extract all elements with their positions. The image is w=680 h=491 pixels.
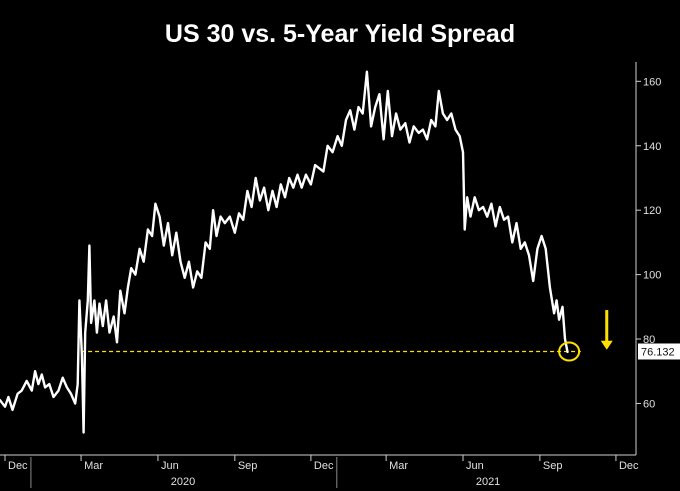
x-tick-label: Mar — [389, 460, 408, 472]
y-tick-label: 140 — [643, 141, 661, 153]
chart-title: US 30 vs. 5-Year Yield Spread — [165, 20, 515, 48]
x-tick-label: Dec — [314, 460, 334, 472]
last-value-box — [638, 343, 680, 360]
y-tick-label: 80 — [643, 334, 655, 346]
y-tick-label: 160 — [643, 76, 661, 88]
series-layer — [0, 70, 569, 434]
down-arrow-head — [600, 340, 613, 350]
annotation-layer: 76.132 — [558, 310, 680, 362]
x-tick-label: Dec — [619, 460, 639, 472]
x-tick-label: Jun — [466, 460, 484, 472]
x-tick-label: Sep — [543, 460, 563, 472]
x-tick-label: Mar — [84, 460, 103, 472]
y-tick-label: 100 — [643, 270, 661, 282]
x-tick-label: Jun — [161, 460, 179, 472]
year-label: 2021 — [476, 476, 500, 488]
y-tick-label: 120 — [643, 205, 661, 217]
x-tick-label: Dec — [8, 460, 28, 472]
axes: 60 80 100 120 140 160 Dec Mar Jun Sep Dec Mar Jun Sep… — [0, 62, 661, 488]
year-label: 2020 — [171, 476, 195, 488]
highlight-circle — [558, 341, 581, 362]
y-tick-label: 60 — [643, 398, 655, 410]
x-tick-label: Sep — [238, 460, 258, 472]
series-line — [0, 70, 569, 434]
last-value-label: 76.132 — [641, 346, 675, 358]
